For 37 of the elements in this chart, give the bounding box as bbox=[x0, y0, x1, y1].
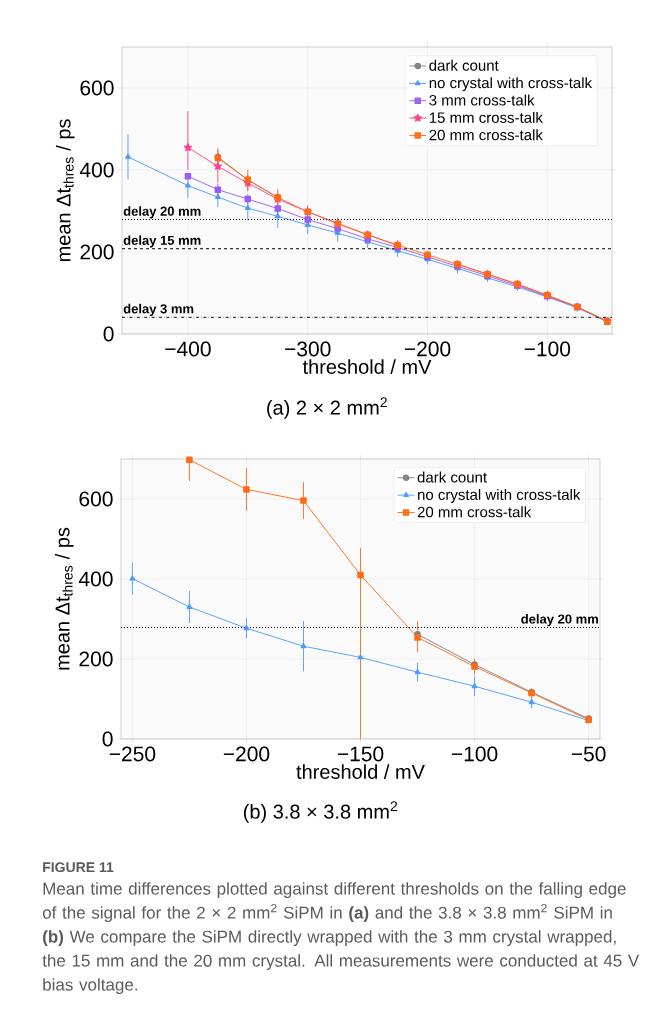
caption: FIGURE 11 bbox=[43, 862, 114, 873]
text: (a) 2 × 2 mm$^{2}$ bbox=[267, 397, 387, 419]
legend-label: 20 mm cross-talk bbox=[417, 506, 532, 518]
x-tick-label: −400 bbox=[165, 341, 211, 357]
y-tick-label: 0 bbox=[103, 326, 114, 342]
legend-label: no crystal with cross-talk bbox=[429, 77, 593, 92]
y-tick-label: 200 bbox=[79, 651, 113, 667]
x-tick-label: −100 bbox=[524, 341, 571, 357]
ref-line-label: delay 3 mm bbox=[123, 303, 194, 316]
ref-line-label: delay 15 mm bbox=[123, 235, 201, 248]
x-tick-label: −150 bbox=[337, 746, 384, 762]
legend-label: 15 mm cross-talk bbox=[429, 111, 543, 123]
x-tick-label: −50 bbox=[571, 746, 606, 762]
y-axis-title: mean Δt$_{thres}$ / ps bbox=[55, 119, 75, 262]
y-axis-title: mean Δt$_{thres}$ / ps bbox=[54, 527, 74, 670]
x-tick-label: −200 bbox=[404, 341, 451, 357]
legend-label: 20 mm cross-talk bbox=[429, 129, 543, 141]
x-tick-label: −100 bbox=[451, 746, 498, 762]
y-tick-label: 600 bbox=[79, 491, 113, 507]
text: (b) 3.8 × 3.8 mm$^{2}$ bbox=[243, 801, 398, 823]
y-tick-label: 600 bbox=[80, 80, 114, 96]
y-tick-label: 200 bbox=[80, 244, 114, 260]
x-tick-label: −200 bbox=[223, 746, 270, 762]
legend-label: 3 mm cross-talk bbox=[429, 94, 535, 106]
ref-line-label: delay 20 mm bbox=[521, 614, 598, 627]
legend-label: dark count bbox=[417, 471, 487, 483]
y-tick-label: 0 bbox=[102, 731, 113, 747]
x-axis-title: threshold / mV bbox=[302, 359, 432, 374]
y-tick-label: 400 bbox=[79, 162, 114, 178]
y-tick-label: 400 bbox=[78, 571, 113, 587]
legend-label: no crystal with cross-talk bbox=[418, 488, 581, 503]
legend-label: dark count bbox=[429, 59, 499, 71]
x-tick-label: −250 bbox=[109, 746, 156, 762]
x-axis-title: threshold / mV bbox=[296, 764, 425, 779]
text: Mean time differences plotted against different thresholds on the falling edge of the signal for the 2 × 2 mm$^{2}$ SiPM in (a) and the 3.8 × 3.8 mm$^{2}$ SiPM in (b) We compare the SiPM directly wrapped with the 3 mm crystal wrapped, the 15 mm and the 20 mm crystal. All measurements were conducted at 45 V bias voltage. bbox=[42, 882, 640, 995]
x-tick-label: −300 bbox=[285, 341, 331, 357]
ref-line-label: delay 20 mm bbox=[123, 206, 201, 219]
